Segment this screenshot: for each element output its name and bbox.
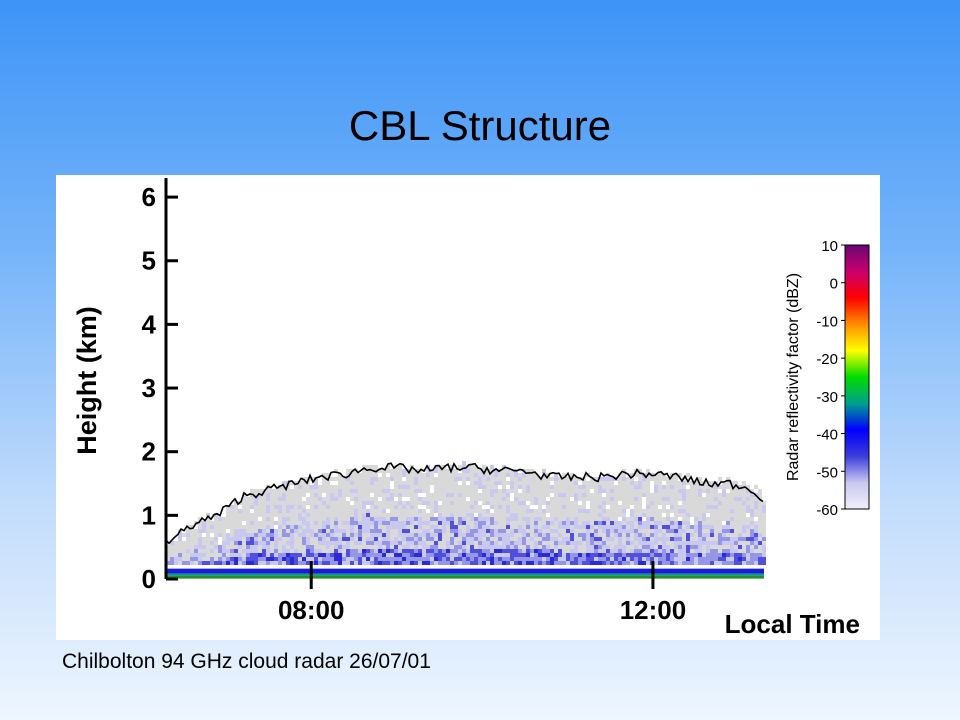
y-tick-label: 6: [142, 182, 156, 212]
colorbar-tick-label: -20: [816, 351, 838, 368]
colorbar-tick-label: 10: [821, 238, 838, 255]
x-axis-title: Local Time: [725, 609, 860, 639]
colorbar-tick-label: -30: [816, 389, 838, 406]
x-tick-label: 12:00: [620, 595, 687, 625]
colorbar-tick-label: -10: [816, 313, 838, 330]
colorbar-tick-label: -40: [816, 427, 838, 444]
y-tick-label: 2: [142, 437, 156, 467]
surface-clutter-green: [166, 575, 764, 579]
y-tick-label: 5: [142, 246, 156, 276]
surface-clutter-teal: [166, 573, 764, 576]
colorbar: 10 0 -10 -20 -30 -40 -50 -60 Radar reflectivity …: [785, 238, 870, 519]
y-tick-label: 4: [142, 309, 157, 339]
y-tick-label: 3: [142, 373, 156, 403]
slide-title: CBL Structure: [348, 102, 612, 149]
axes: 0 1 2 3 4 5 6 Height (km) 08:00 12:00 Local Time: [72, 178, 860, 639]
colorbar-tick-label: -60: [816, 502, 838, 519]
colorbar-tick-label: 0: [830, 276, 838, 293]
colorbar-title: Radar reflectivity factor (dBZ): [785, 273, 802, 481]
colorbar-tick-label: -50: [816, 464, 838, 481]
figure-caption: Chilbolton 94 GHz cloud radar 26/07/01: [62, 650, 431, 673]
colorbar-gradient: [844, 244, 870, 510]
radar-chart: 0 1 2 3 4 5 6 Height (km) 08:00 12:00 Local Time 1…: [72, 178, 870, 639]
surface-clutter-blue: [166, 568, 764, 574]
x-tick-label: 08:00: [278, 595, 345, 625]
y-tick-label: 1: [142, 500, 156, 530]
cbl-top-line: [165, 461, 764, 545]
y-tick-label: 0: [142, 564, 156, 594]
radar-figure: 0 1 2 3 4 5 6 Height (km) 08:00 12:00 Local Time 1…: [56, 175, 880, 640]
plot-area: [165, 461, 766, 579]
reflectivity-field: [166, 461, 766, 565]
y-axis-title: Height (km): [72, 306, 102, 455]
